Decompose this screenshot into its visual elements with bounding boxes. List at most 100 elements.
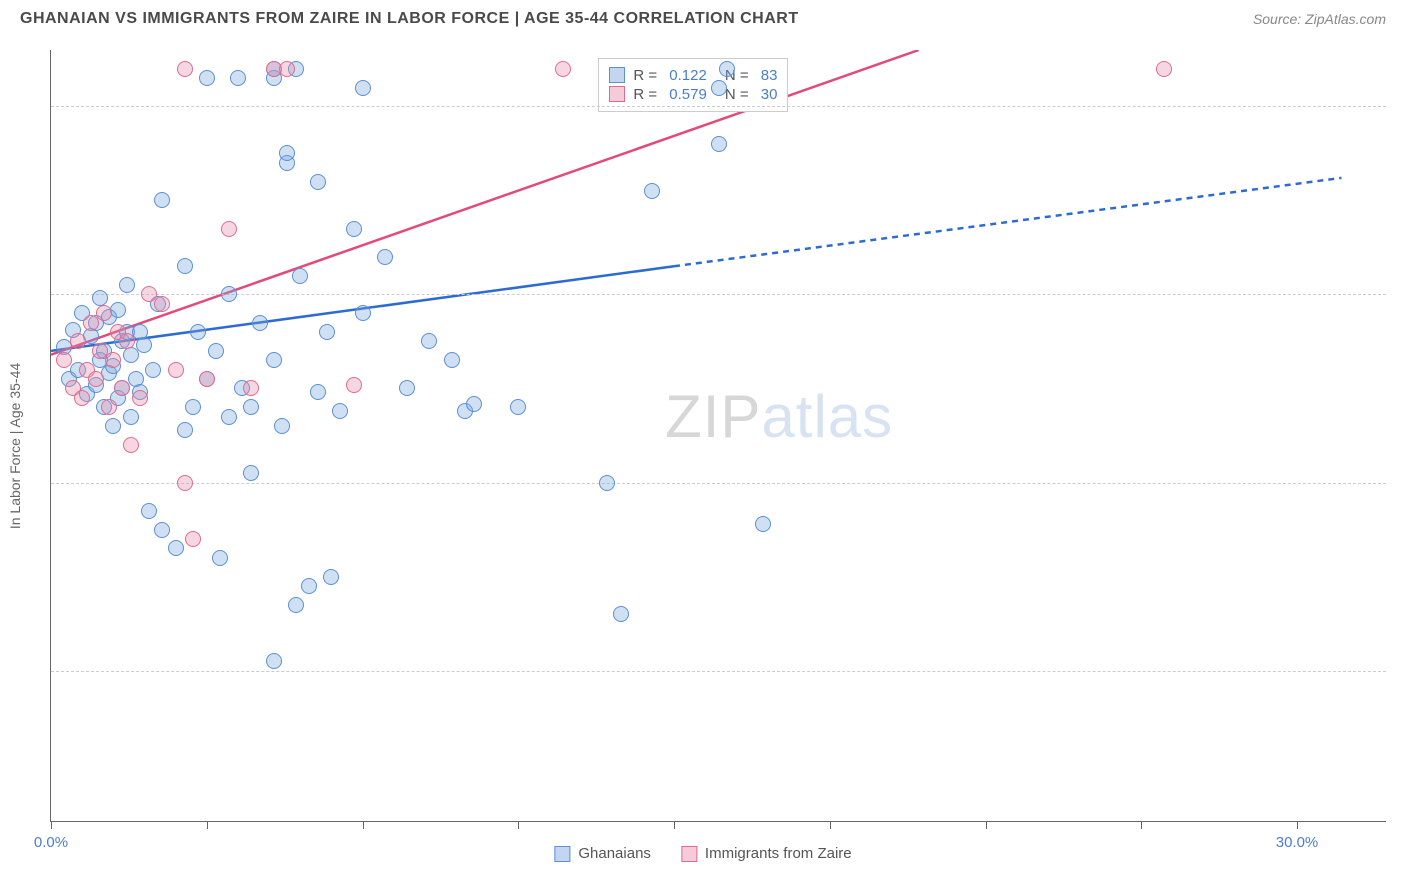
data-point bbox=[755, 516, 771, 532]
data-point bbox=[199, 70, 215, 86]
data-point bbox=[177, 475, 193, 491]
gridline-h bbox=[51, 294, 1386, 295]
data-point bbox=[266, 653, 282, 669]
plot-area: R = 0.122N = 83R = 0.579N = 30 ZIPatlas … bbox=[50, 50, 1386, 822]
x-tick-mark bbox=[363, 821, 364, 829]
legend-item-ghanaians: Ghanaians bbox=[554, 845, 651, 862]
legend-swatch-2 bbox=[681, 846, 697, 862]
data-point bbox=[119, 277, 135, 293]
data-point bbox=[310, 174, 326, 190]
data-point bbox=[92, 290, 108, 306]
data-point bbox=[123, 437, 139, 453]
data-point bbox=[711, 136, 727, 152]
stats-row: R = 0.122N = 83 bbox=[609, 67, 777, 84]
data-point bbox=[711, 80, 727, 96]
stat-r-label: R = bbox=[633, 67, 661, 84]
data-point bbox=[346, 221, 362, 237]
data-point bbox=[119, 333, 135, 349]
data-point bbox=[132, 390, 148, 406]
legend-label-1: Ghanaians bbox=[578, 845, 651, 862]
chart-title: GHANAIAN VS IMMIGRANTS FROM ZAIRE IN LAB… bbox=[20, 10, 799, 28]
stat-n-label: N = bbox=[725, 86, 753, 103]
data-point bbox=[421, 333, 437, 349]
data-point bbox=[377, 249, 393, 265]
data-point bbox=[243, 380, 259, 396]
x-tick-mark bbox=[1297, 821, 1298, 829]
data-point bbox=[185, 399, 201, 415]
data-point bbox=[279, 61, 295, 77]
data-point bbox=[719, 61, 735, 77]
data-point bbox=[212, 550, 228, 566]
data-point bbox=[221, 409, 237, 425]
stat-n-value: 83 bbox=[761, 67, 778, 84]
data-point bbox=[466, 396, 482, 412]
stat-r-label: R = bbox=[633, 86, 661, 103]
data-point bbox=[145, 362, 161, 378]
y-tick-label: 90.0% bbox=[1396, 286, 1406, 303]
data-point bbox=[252, 315, 268, 331]
x-tick-mark bbox=[207, 821, 208, 829]
data-point bbox=[243, 399, 259, 415]
data-point bbox=[355, 80, 371, 96]
data-point bbox=[555, 61, 571, 77]
data-point bbox=[355, 305, 371, 321]
x-tick-mark bbox=[986, 821, 987, 829]
data-point bbox=[301, 578, 317, 594]
gridline-h bbox=[51, 106, 1386, 107]
y-tick-label: 80.0% bbox=[1396, 474, 1406, 491]
y-tick-label: 70.0% bbox=[1396, 662, 1406, 679]
data-point bbox=[613, 606, 629, 622]
watermark-text-1: ZIP bbox=[665, 383, 761, 450]
data-point bbox=[56, 352, 72, 368]
data-point bbox=[123, 409, 139, 425]
data-point bbox=[510, 399, 526, 415]
legend-swatch-1 bbox=[554, 846, 570, 862]
stats-row: R = 0.579 N = 30 bbox=[609, 86, 777, 103]
x-tick-mark bbox=[51, 821, 52, 829]
data-point bbox=[70, 333, 86, 349]
data-point bbox=[644, 183, 660, 199]
gridline-h bbox=[51, 671, 1386, 672]
data-point bbox=[154, 522, 170, 538]
data-point bbox=[101, 399, 117, 415]
data-point bbox=[221, 286, 237, 302]
data-point bbox=[177, 258, 193, 274]
data-point bbox=[1156, 61, 1172, 77]
x-tick-mark bbox=[1141, 821, 1142, 829]
x-tick-label: 30.0% bbox=[1276, 834, 1319, 851]
data-point bbox=[243, 465, 259, 481]
watermark-text-2: atlas bbox=[761, 383, 893, 450]
data-point bbox=[185, 531, 201, 547]
stats-swatch bbox=[609, 67, 625, 83]
x-tick-label: 0.0% bbox=[34, 834, 68, 851]
data-point bbox=[105, 352, 121, 368]
data-point bbox=[74, 390, 90, 406]
data-point bbox=[310, 384, 326, 400]
y-axis-label: In Labor Force | Age 35-44 bbox=[7, 363, 23, 529]
data-point bbox=[208, 343, 224, 359]
data-point bbox=[141, 503, 157, 519]
data-point bbox=[168, 362, 184, 378]
correlation-stats-box: R = 0.122N = 83R = 0.579N = 30 bbox=[598, 58, 788, 112]
legend-label-2: Immigrants from Zaire bbox=[705, 845, 852, 862]
stat-r-value: 0.579 bbox=[669, 86, 707, 103]
data-point bbox=[399, 380, 415, 396]
x-tick-mark bbox=[674, 821, 675, 829]
data-point bbox=[230, 70, 246, 86]
data-point bbox=[332, 403, 348, 419]
trend-lines bbox=[51, 50, 1386, 821]
x-tick-mark bbox=[830, 821, 831, 829]
data-point bbox=[136, 337, 152, 353]
y-tick-label: 100.0% bbox=[1396, 98, 1406, 115]
data-point bbox=[177, 61, 193, 77]
data-point bbox=[154, 192, 170, 208]
data-point bbox=[88, 371, 104, 387]
data-point bbox=[266, 352, 282, 368]
data-point bbox=[190, 324, 206, 340]
data-point bbox=[288, 597, 304, 613]
data-point bbox=[444, 352, 460, 368]
stat-n-value: 30 bbox=[761, 86, 778, 103]
stats-swatch bbox=[609, 86, 625, 102]
data-point bbox=[154, 296, 170, 312]
data-point bbox=[274, 418, 290, 434]
